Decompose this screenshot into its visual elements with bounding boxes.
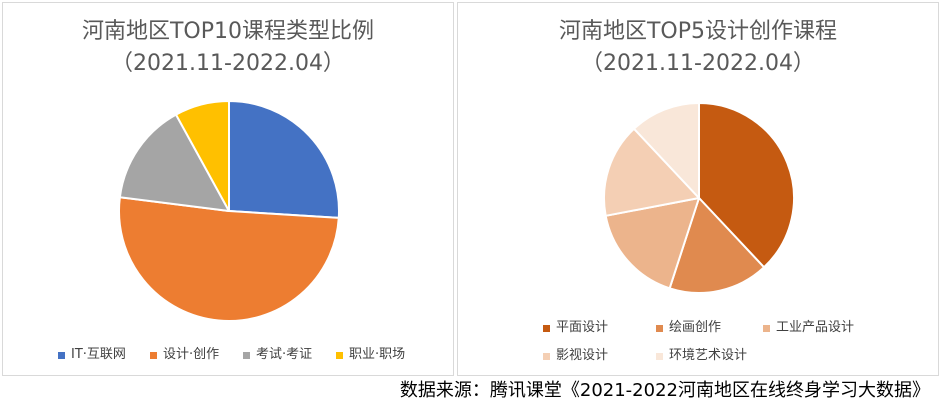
- pie-slice-3: [604, 197, 700, 290]
- pie-chart-course-types: [118, 100, 340, 322]
- legend-swatch: [543, 324, 550, 332]
- legend-label: 职业·职场: [349, 347, 406, 362]
- legend-swatch: [150, 351, 157, 359]
- legend-swatch: [763, 324, 770, 332]
- legend-item: 平面设计: [543, 320, 608, 336]
- chart-subtitle: （2021.11-2022.04）: [111, 51, 345, 76]
- legend-label: 考试·考证: [256, 347, 313, 362]
- legend-item: 绘画创作: [656, 320, 721, 336]
- legend-item: 职业·职场: [336, 347, 405, 363]
- chart-title: 河南地区TOP5设计创作课程: [558, 19, 838, 44]
- chart-subtitle: （2021.11-2022.04）: [581, 51, 815, 76]
- legend-swatch: [58, 351, 65, 359]
- legend-swatch: [656, 324, 663, 332]
- left-chart-panel: 河南地区TOP10课程类型比例 （2021.11-2022.04） IT·互联网…: [2, 2, 454, 376]
- legend-label: 平面设计: [556, 320, 609, 335]
- legend-swatch: [543, 352, 550, 360]
- pie-slice-2: [668, 197, 766, 294]
- legend-item: 考试·考证: [243, 347, 312, 363]
- pie-slice-3: [118, 113, 230, 212]
- legend-label: 工业产品设计: [776, 320, 855, 335]
- legend-label: 绘画创作: [669, 320, 722, 335]
- chart-legend: 平面设计 绘画创作 工业产品设计影视设计 环境艺术设计: [458, 317, 940, 367]
- pie-slice-4: [603, 127, 700, 217]
- pie-slice-4: [175, 100, 230, 212]
- legend-swatch: [336, 351, 343, 359]
- pie-slice-2: [118, 196, 340, 322]
- pie-slice-5: [632, 102, 700, 199]
- legend-item: 工业产品设计: [763, 320, 854, 336]
- legend-label: 环境艺术设计: [669, 348, 748, 363]
- legend-item: 影视设计: [543, 348, 608, 364]
- legend-item: IT·互联网: [58, 347, 126, 363]
- legend-label: 影视设计: [556, 348, 609, 363]
- legend-item: 环境艺术设计: [656, 348, 747, 364]
- chart-title: 河南地区TOP10课程类型比例: [81, 19, 375, 44]
- right-chart-panel: 河南地区TOP5设计创作课程 （2021.11-2022.04） 平面设计 绘画创…: [457, 2, 939, 376]
- legend-label: 设计·创作: [163, 347, 220, 362]
- legend-swatch: [656, 352, 663, 360]
- pie-slice-1: [228, 100, 340, 219]
- legend-item: 设计·创作: [150, 347, 219, 363]
- pie-slice-1: [698, 102, 795, 269]
- legend-label: IT·互联网: [71, 347, 126, 362]
- chart-legend: IT·互联网 设计·创作 考试·考证 职业·职场: [3, 345, 455, 365]
- pie-chart-design-courses: [603, 102, 795, 294]
- data-source-note: 数据来源：腾讯课堂《2021-2022河南地区在线终身学习大数据》: [399, 380, 930, 401]
- legend-swatch: [243, 351, 250, 359]
